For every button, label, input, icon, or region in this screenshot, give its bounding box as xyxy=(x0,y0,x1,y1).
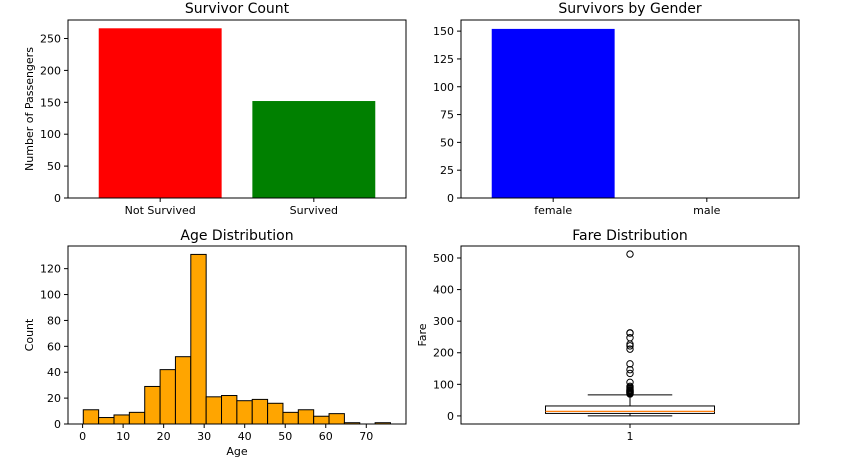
histogram-bar xyxy=(236,400,253,425)
y-tick-label: 100 xyxy=(40,289,61,302)
x-tick-label: 60 xyxy=(319,430,333,443)
histogram-bar xyxy=(144,385,161,425)
histogram-bar xyxy=(190,253,207,425)
y-tick-label: 125 xyxy=(433,53,454,66)
fare-distribution-ticks: 0 100 200 300 400 500 1 xyxy=(433,252,634,443)
x-tick-label: Not Survived xyxy=(125,204,196,217)
outlier-point xyxy=(626,334,634,342)
outlier-point xyxy=(626,250,634,258)
histogram-bar xyxy=(267,402,284,425)
survivors-by-gender-frame xyxy=(460,19,800,199)
y-tick-label: 0 xyxy=(54,418,61,431)
survivor-count-chart: 0 50 100 150 200 250 Not Survived Survived Surv… xyxy=(23,1,407,217)
y-tick-label: 0 xyxy=(447,192,454,205)
y-tick-label: 75 xyxy=(440,109,454,122)
y-tick-label: 60 xyxy=(47,340,61,353)
survivors-by-gender-bars xyxy=(491,28,615,199)
y-tick-label: 100 xyxy=(40,128,61,141)
survivor-count-bars xyxy=(98,28,376,198)
x-tick-label: 30 xyxy=(197,430,211,443)
histogram-bar xyxy=(251,398,269,425)
histogram-bar xyxy=(113,414,130,425)
x-tick-label: 0 xyxy=(79,430,86,443)
histogram-bar xyxy=(98,417,115,425)
histogram-bar xyxy=(328,413,345,425)
outlier-point xyxy=(626,369,634,378)
fare-distribution-chart: 0 100 200 300 400 500 1 Fare Distribution Fare xyxy=(416,228,800,443)
bar-not-survived xyxy=(98,28,222,198)
y-tick-label: 150 xyxy=(40,96,61,109)
y-tick-label: 200 xyxy=(40,64,61,77)
x-tick-label: female xyxy=(534,204,572,217)
x-tick-label: 10 xyxy=(116,430,130,443)
survivor-count-frame xyxy=(67,19,407,199)
x-tick-label: male xyxy=(693,204,721,217)
y-tick-label: 150 xyxy=(433,25,454,38)
outlier-point xyxy=(626,365,634,374)
survivors-by-gender-ticks: 0 25 50 75 100 125 150 female male xyxy=(433,25,721,217)
histogram-bar xyxy=(205,396,223,425)
age-distribution-chart: 0 20 40 60 80 100 120 0 10 20 30 40 50 60 70 Age Distr… xyxy=(23,228,407,458)
x-tick-label: 70 xyxy=(359,430,373,443)
y-tick-label: 0 xyxy=(54,192,61,205)
y-tick-label: 100 xyxy=(433,81,454,94)
outlier-point xyxy=(626,378,634,387)
y-tick-label: 120 xyxy=(40,263,61,276)
y-tick-label: 400 xyxy=(433,284,454,297)
y-tick-label: 250 xyxy=(40,33,61,46)
chart-title: Survivors by Gender xyxy=(558,1,701,17)
age-distribution-ticks: 0 20 40 60 80 100 120 0 10 20 30 40 50 60 70 xyxy=(40,263,373,443)
x-tick-label: 50 xyxy=(278,430,292,443)
y-tick-label: 100 xyxy=(433,378,454,391)
outlier-point xyxy=(626,329,634,337)
histogram-bar xyxy=(297,409,315,425)
y-tick-label: 25 xyxy=(440,164,454,177)
y-tick-label: 200 xyxy=(433,347,454,360)
chart-title: Age Distribution xyxy=(180,228,293,244)
outlier-point xyxy=(626,345,634,353)
bar-female xyxy=(491,28,615,199)
survivor-count-ticks: 0 50 100 150 200 250 Not Survived Survived xyxy=(40,33,338,217)
histogram-bar xyxy=(221,395,238,425)
x-tick-label: 40 xyxy=(238,430,252,443)
histogram-bar xyxy=(313,415,330,425)
y-axis-label: Fare xyxy=(416,323,429,346)
chart-title: Fare Distribution xyxy=(572,228,688,244)
y-tick-label: 500 xyxy=(433,252,454,265)
histogram-bar xyxy=(174,356,192,425)
box-iqr xyxy=(545,405,715,414)
age-histogram-bars xyxy=(82,253,391,425)
histogram-bar xyxy=(82,409,100,425)
x-tick-label: 20 xyxy=(157,430,171,443)
y-tick-label: 50 xyxy=(440,136,454,149)
x-axis-label: Age xyxy=(226,445,248,458)
age-distribution-frame xyxy=(67,245,407,425)
y-tick-label: 80 xyxy=(47,314,61,327)
y-axis-label: Number of Passengers xyxy=(23,47,36,171)
y-tick-label: 50 xyxy=(47,160,61,173)
histogram-bar xyxy=(282,411,299,425)
fare-distribution-frame xyxy=(460,245,800,425)
y-axis-label: Count xyxy=(23,318,36,351)
histogram-bar xyxy=(128,411,146,425)
survivors-by-gender-chart: 0 25 50 75 100 125 150 female male Survivors by … xyxy=(433,1,800,217)
x-tick-label: Survived xyxy=(290,204,338,217)
outlier-point xyxy=(626,382,634,391)
fare-boxplot xyxy=(545,250,715,417)
x-tick-label: 1 xyxy=(627,430,634,443)
histogram-bar xyxy=(159,369,176,425)
bar-survived xyxy=(252,101,376,198)
y-tick-label: 300 xyxy=(433,315,454,328)
y-tick-label: 0 xyxy=(447,410,454,423)
chart-title: Survivor Count xyxy=(185,1,290,17)
outlier-point xyxy=(626,360,634,368)
y-tick-label: 40 xyxy=(47,366,61,379)
y-tick-label: 20 xyxy=(47,392,61,405)
